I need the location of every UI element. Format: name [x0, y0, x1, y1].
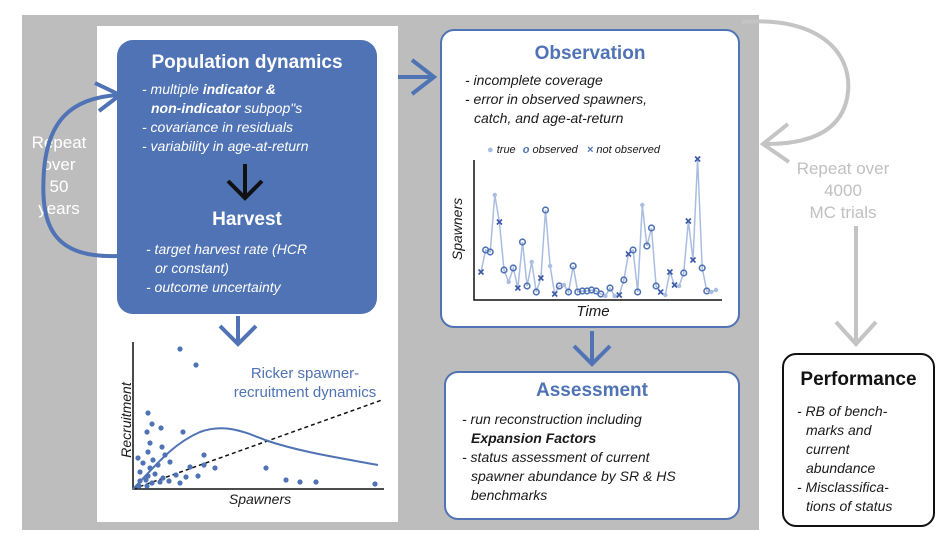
population-dynamics-box	[117, 40, 377, 314]
legend-not-observed-marker: ×	[586, 144, 594, 156]
performance-bullets: - RB of bench- marks and current abundan…	[797, 402, 892, 516]
performance-bullet-1c: current	[806, 441, 850, 457]
performance-title: Performance	[800, 369, 917, 390]
population-bullet-1-text: - multiple	[142, 81, 203, 97]
assessment-bullet-2c: benchmarks	[471, 487, 548, 503]
repeat-years-line-4: years	[38, 199, 80, 218]
observation-bullet-1: - incomplete coverage	[465, 72, 603, 88]
legend-observed-label: observed	[532, 144, 578, 156]
cycle-right-arrowhead-icon	[759, 122, 791, 164]
assessment-bullet-1: - run reconstruction including	[462, 411, 642, 427]
performance-bullet-1d: abundance	[806, 460, 876, 476]
repeat-years-line-3: 50	[49, 177, 69, 196]
repeat-years-label: Repeat over 50 years	[24, 132, 94, 220]
legend-observed-marker: o	[522, 144, 530, 156]
assessment-bullets: - run reconstruction including Expansion…	[462, 410, 676, 505]
harvest-bullets: - target harvest rate (HCR or constant) …	[146, 240, 307, 297]
repeat-years-line-1: Repeat	[31, 133, 87, 152]
repeat-trials-line-3: MC trials	[809, 203, 877, 222]
population-bullet-1b-text: subpop"s	[240, 100, 303, 116]
observation-bullet-2: - error in observed spawners,	[465, 91, 648, 107]
harvest-title: Harvest	[212, 209, 282, 230]
repeat-years-line-2: over	[42, 155, 76, 174]
population-title: Population dynamics	[151, 52, 343, 73]
observation-bullet-2b: catch, and age-at-return	[474, 110, 624, 126]
population-bullet-2: - covariance in residuals	[142, 119, 293, 135]
ricker-label-line-1: Ricker spawner-	[250, 365, 360, 382]
performance-box	[782, 353, 935, 527]
population-bullet-1-bold: indicator &	[202, 81, 276, 97]
assessment-bullet-2b: spawner abundance by SR & HS	[471, 468, 676, 484]
repeat-trials-label: Repeat over 4000 MC trials	[768, 158, 918, 224]
performance-bullet-1: - RB of bench-	[797, 403, 888, 419]
assessment-bullet-1b: Expansion Factors	[462, 429, 676, 448]
observation-bullets: - incomplete coverage - error in observe…	[465, 71, 647, 128]
observation-title: Observation	[534, 43, 646, 64]
assessment-box	[444, 371, 740, 520]
assessment-bullet-2: - status assessment of current	[462, 449, 650, 465]
harvest-bullet-2: - outcome uncertainty	[146, 279, 281, 295]
observation-legend: ● true o observed × not observed	[487, 144, 660, 156]
population-bullet-3: - variability in age-at-return	[142, 138, 309, 154]
ricker-xlabel: Spawners	[228, 491, 292, 507]
ricker-ylabel: Recruitment	[118, 382, 134, 458]
legend-not-observed-label: not observed	[596, 144, 660, 156]
population-bullets: - multiple indicator & non-indicator sub…	[142, 80, 309, 156]
observation-ylabel: Spawners	[449, 197, 465, 261]
repeat-trials-line-2: 4000	[824, 181, 862, 200]
performance-arrowhead-icon	[834, 320, 878, 347]
legend-true-marker: ●	[487, 144, 494, 156]
assessment-expansion-factors: Expansion Factors	[471, 430, 597, 446]
harvest-bullet-1: - target harvest rate (HCR	[146, 241, 308, 257]
population-bullet-1: - multiple indicator &	[142, 80, 309, 99]
repeat-trials-line-1: Repeat over	[796, 159, 890, 178]
assessment-title: Assessment	[536, 380, 648, 401]
performance-bullet-2b: tions of status	[806, 498, 893, 514]
harvest-bullet-1b: or constant)	[155, 260, 229, 276]
performance-bullet-1b: marks and	[806, 422, 872, 438]
observation-xlabel: Time	[576, 303, 610, 320]
population-bullet-1b: non-indicator subpop"s	[142, 99, 309, 118]
population-bullet-1b-bold: non-indicator	[151, 100, 241, 116]
ricker-label-line-2: recruitment dynamics	[233, 384, 377, 401]
ricker-label: Ricker spawner- recruitment dynamics	[220, 364, 390, 402]
performance-bullet-2: - Misclassifica-	[797, 479, 889, 495]
legend-true-label: true	[496, 144, 516, 156]
